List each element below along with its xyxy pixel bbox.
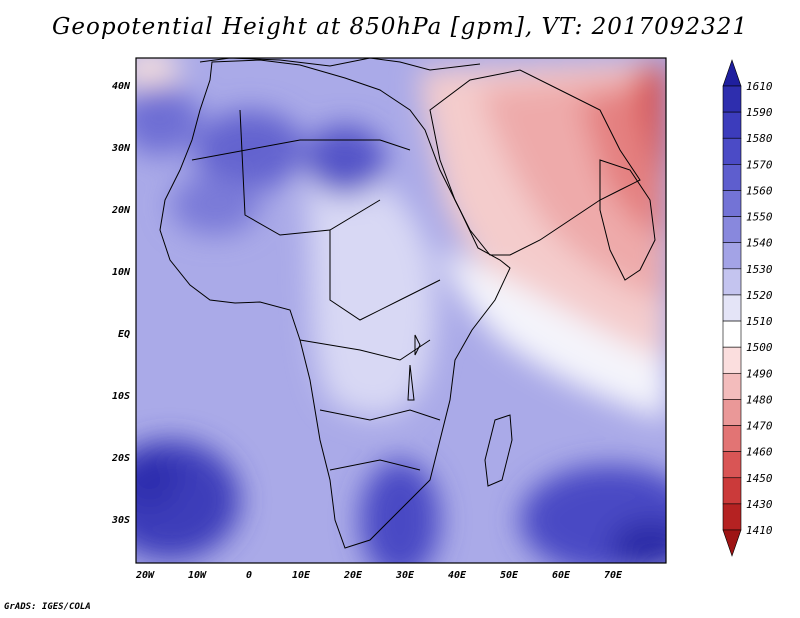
colorbar-swatch	[722, 268, 742, 296]
colorbar-cap-bottom	[722, 529, 742, 557]
colorbar-swatch	[722, 425, 742, 452]
lat-tick: EQ	[118, 329, 130, 340]
colorbar-swatch	[722, 451, 742, 479]
lat-tick: 30N	[111, 143, 131, 154]
map-panel	[136, 58, 666, 563]
map-title: Geopotential Height at 850hPa [gpm], VT:…	[52, 14, 748, 40]
lon-tick: 20E	[343, 570, 363, 581]
colorbar-label: 1430	[746, 498, 773, 511]
colorbar-label: 1520	[746, 289, 773, 302]
colorbar-label: 1570	[746, 158, 773, 171]
colorbar-cap-top	[722, 59, 742, 87]
lat-tick: 20N	[111, 205, 131, 216]
lon-tick: 60E	[552, 570, 571, 581]
colorbar-labels: 1610 1590 1580 1570 1560 1550 1540 1530 1520 1510…	[746, 80, 773, 537]
lon-tick: 10W	[188, 570, 207, 581]
colorbar-swatch	[722, 242, 742, 270]
colorbar-label: 1460	[746, 446, 773, 459]
colorbar-label: 1480	[746, 393, 773, 406]
coastlines	[159, 58, 656, 549]
lon-tick: 40E	[448, 570, 467, 581]
colorbar-label: 1610	[746, 80, 773, 93]
lon-tick: 0	[246, 570, 252, 581]
map-frame	[135, 57, 667, 564]
colorbar-label: 1450	[746, 472, 773, 485]
colorbar-label: 1470	[746, 420, 773, 433]
colorbar-label: 1550	[746, 211, 773, 224]
colorbar-label: 1500	[746, 341, 773, 354]
colorbar-label: 1560	[746, 184, 773, 197]
colorbar-swatch	[722, 372, 742, 400]
lat-tick: 20S	[111, 453, 130, 464]
lon-tick: 20W	[135, 570, 155, 581]
colorbar-swatch	[722, 294, 742, 322]
colorbar-swatch	[722, 477, 742, 505]
lat-tick: 10S	[112, 391, 130, 402]
lon-tick: 30E	[395, 570, 415, 581]
lat-tick: 10N	[112, 267, 131, 278]
colorbar-label: 1580	[746, 132, 773, 145]
lon-tick: 70E	[604, 570, 623, 581]
colorbar-swatch	[722, 346, 742, 374]
colorbar-swatch	[722, 111, 742, 139]
lat-tick: 40N	[112, 81, 131, 92]
colorbar-swatch	[722, 399, 742, 426]
credit-text: GrADS: IGES/COLA	[4, 602, 91, 612]
colorbar-label: 1590	[746, 106, 773, 119]
colorbar-swatch	[722, 137, 742, 165]
colorbar-label: 1410	[746, 524, 773, 537]
colorbar-label: 1510	[746, 315, 773, 328]
colorbar-swatch	[722, 320, 742, 348]
lat-tick: 30S	[111, 515, 130, 526]
colorbar-swatch	[722, 216, 742, 244]
lon-tick: 10E	[292, 570, 311, 581]
colorbar-label: 1490	[746, 367, 773, 380]
lon-tick: 50E	[500, 570, 519, 581]
colorbar-swatch	[722, 164, 742, 191]
colorbar-swatch	[722, 85, 742, 113]
colorbar-label: 1530	[746, 263, 773, 276]
colorbar-swatch	[722, 503, 742, 531]
colorbar-swatch	[722, 190, 742, 217]
colorbar	[722, 59, 742, 557]
colorbar-label: 1540	[746, 237, 773, 250]
